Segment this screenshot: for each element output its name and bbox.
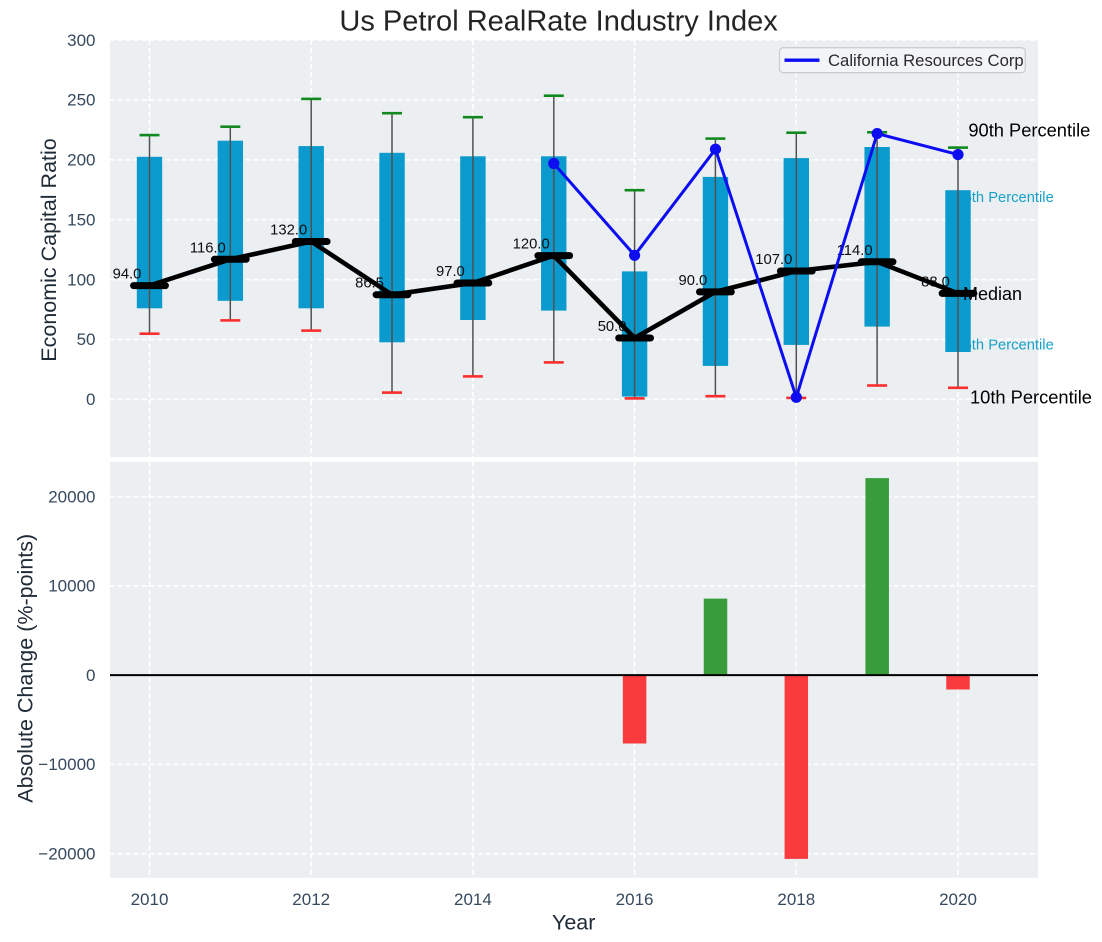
svg-text:25th Percentile: 25th Percentile [955,337,1053,353]
svg-text:2018: 2018 [777,890,815,909]
svg-text:97.0: 97.0 [436,264,465,280]
svg-text:Year: Year [552,911,595,935]
svg-text:100: 100 [67,270,95,289]
svg-text:Absolute Change (%-points): Absolute Change (%-points) [13,534,37,803]
svg-text:20000: 20000 [48,488,95,507]
svg-text:2020: 2020 [939,890,977,909]
svg-text:0: 0 [86,390,95,409]
svg-text:2010: 2010 [131,890,169,909]
svg-text:90.0: 90.0 [678,273,707,289]
svg-text:50: 50 [77,330,96,349]
svg-text:Median: Median [963,284,1022,304]
svg-text:90th Percentile: 90th Percentile [968,120,1090,141]
svg-text:California Resources Corp: California Resources Corp [828,51,1024,70]
svg-text:2016: 2016 [616,890,654,909]
svg-text:2012: 2012 [292,890,330,909]
svg-text:−20000: −20000 [38,845,95,864]
svg-text:86.5: 86.5 [355,276,384,292]
svg-text:−10000: −10000 [38,755,95,774]
svg-text:114.0: 114.0 [837,243,873,259]
svg-text:10000: 10000 [48,577,95,596]
svg-text:94.0: 94.0 [113,267,142,283]
svg-text:150: 150 [67,211,95,230]
svg-text:200: 200 [67,151,95,170]
svg-text:0: 0 [86,666,95,685]
svg-text:2014: 2014 [454,890,492,909]
svg-text:250: 250 [67,91,95,110]
svg-text:Us Petrol RealRate Industry In: Us Petrol RealRate Industry Index [339,6,778,38]
svg-text:10th Percentile: 10th Percentile [970,386,1092,407]
svg-text:Economic Capital Ratio: Economic Capital Ratio [37,138,61,362]
svg-text:120.0: 120.0 [513,237,550,253]
svg-text:116.0: 116.0 [190,240,226,256]
svg-text:132.0: 132.0 [270,223,307,239]
svg-text:107.0: 107.0 [755,252,792,268]
svg-text:300: 300 [67,31,95,50]
svg-text:75th Percentile: 75th Percentile [955,190,1053,206]
